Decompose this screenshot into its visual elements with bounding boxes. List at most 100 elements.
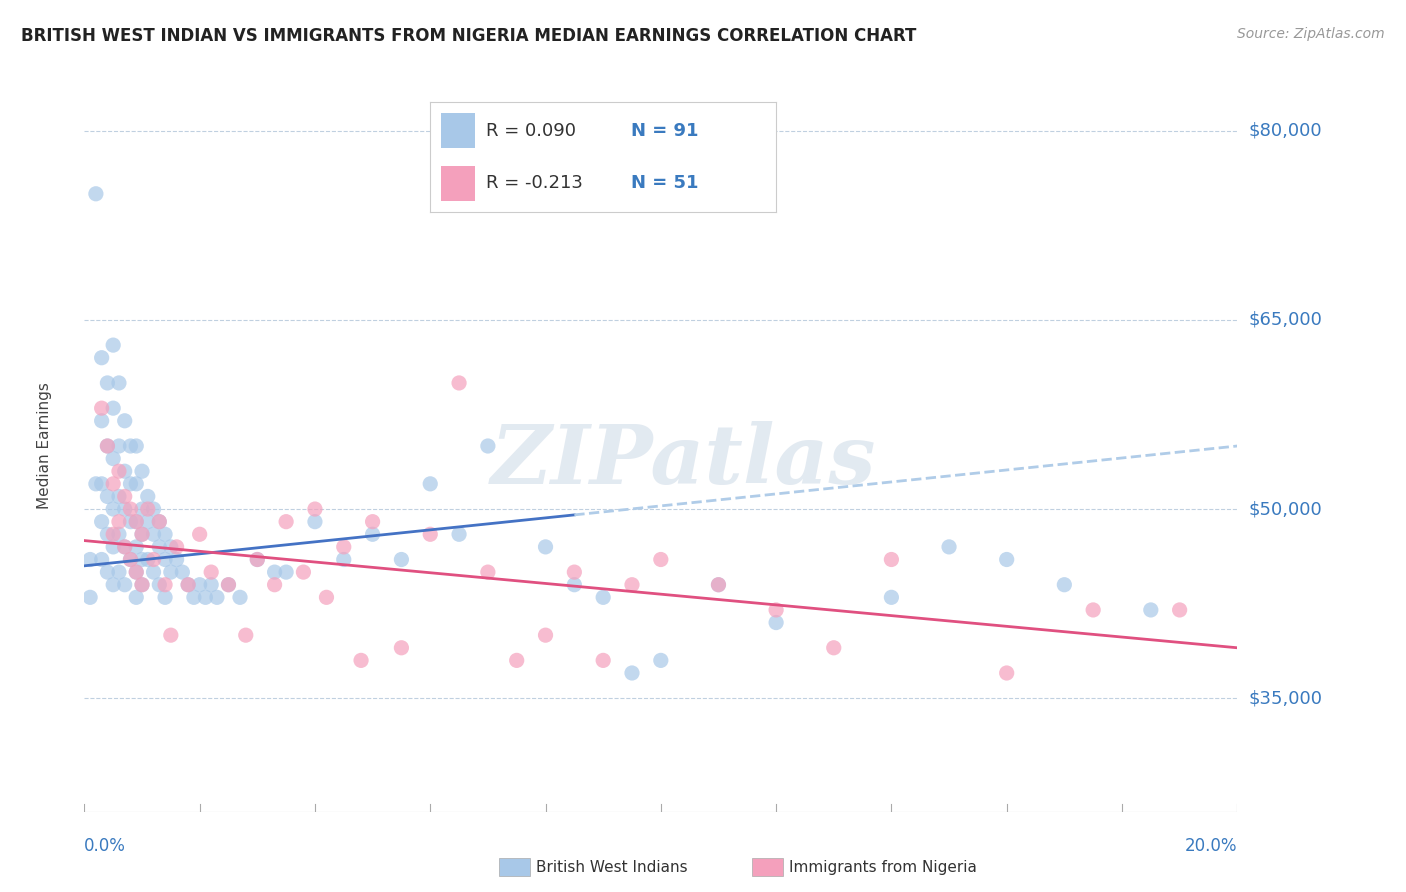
Point <box>707 578 730 592</box>
Point <box>188 578 211 592</box>
Point <box>96 439 118 453</box>
Point <box>1083 603 1105 617</box>
Point <box>166 540 188 554</box>
Point <box>125 591 148 605</box>
Text: ZIPatlas: ZIPatlas <box>491 421 876 500</box>
Point <box>114 502 136 516</box>
Point <box>621 665 644 680</box>
Point <box>108 376 131 390</box>
Point <box>108 565 131 579</box>
Point <box>218 578 240 592</box>
Point <box>880 591 903 605</box>
Point <box>361 527 384 541</box>
Point <box>148 515 170 529</box>
Point <box>650 653 672 667</box>
Point <box>153 591 176 605</box>
Point <box>183 591 205 605</box>
Point <box>90 552 112 566</box>
Point <box>131 502 153 516</box>
Point <box>120 476 142 491</box>
Point <box>160 628 183 642</box>
Point <box>120 552 142 566</box>
Point <box>90 414 112 428</box>
Point <box>177 578 200 592</box>
Point <box>96 490 118 504</box>
Text: Source: ZipAtlas.com: Source: ZipAtlas.com <box>1237 27 1385 41</box>
Point <box>621 578 644 592</box>
Point <box>96 527 118 541</box>
Point <box>361 515 384 529</box>
Point <box>131 578 153 592</box>
Point <box>391 552 413 566</box>
Point <box>477 565 499 579</box>
Point <box>153 552 176 566</box>
Point <box>142 565 165 579</box>
Point <box>125 565 148 579</box>
Point <box>148 578 170 592</box>
Point <box>564 578 586 592</box>
Point <box>79 591 101 605</box>
Point <box>995 665 1018 680</box>
Point <box>153 527 176 541</box>
Point <box>136 515 159 529</box>
Point <box>333 552 356 566</box>
Point <box>166 552 188 566</box>
Point <box>96 376 118 390</box>
Point <box>103 401 124 416</box>
Point <box>131 578 153 592</box>
Point <box>246 552 269 566</box>
Point <box>592 653 614 667</box>
Point <box>84 186 107 201</box>
Point <box>103 338 124 352</box>
Point <box>120 552 142 566</box>
Text: $65,000: $65,000 <box>1249 311 1322 329</box>
Point <box>315 591 337 605</box>
Point <box>449 376 471 390</box>
Point <box>263 565 285 579</box>
Point <box>177 578 200 592</box>
Point <box>131 527 153 541</box>
Point <box>84 476 107 491</box>
Point <box>108 527 131 541</box>
Point <box>276 565 298 579</box>
Point <box>160 565 183 579</box>
Point <box>246 552 269 566</box>
Point <box>120 515 142 529</box>
Point <box>103 502 124 516</box>
Point <box>506 653 529 667</box>
Text: $80,000: $80,000 <box>1249 121 1322 140</box>
Point <box>235 628 257 642</box>
Point <box>114 540 136 554</box>
Text: $35,000: $35,000 <box>1249 690 1323 707</box>
Point <box>823 640 845 655</box>
Point <box>205 591 228 605</box>
Point <box>650 552 672 566</box>
Point <box>765 615 787 630</box>
Point <box>131 464 153 478</box>
Point <box>114 578 136 592</box>
Point <box>136 502 159 516</box>
Point <box>564 565 586 579</box>
Point <box>114 490 136 504</box>
Point <box>995 552 1018 566</box>
Point <box>90 351 112 365</box>
Point <box>304 502 326 516</box>
Point <box>229 591 252 605</box>
Point <box>103 578 124 592</box>
Point <box>114 540 136 554</box>
Point <box>200 578 222 592</box>
Point <box>707 578 730 592</box>
Point <box>263 578 285 592</box>
Point <box>108 515 131 529</box>
Point <box>103 527 124 541</box>
Point <box>125 565 148 579</box>
Point <box>103 540 124 554</box>
Point <box>103 476 124 491</box>
Point <box>125 439 148 453</box>
Text: BRITISH WEST INDIAN VS IMMIGRANTS FROM NIGERIA MEDIAN EARNINGS CORRELATION CHART: BRITISH WEST INDIAN VS IMMIGRANTS FROM N… <box>21 27 917 45</box>
Point <box>391 640 413 655</box>
Text: Immigrants from Nigeria: Immigrants from Nigeria <box>789 860 977 874</box>
Point <box>125 515 148 529</box>
Point <box>120 502 142 516</box>
Point <box>136 490 159 504</box>
